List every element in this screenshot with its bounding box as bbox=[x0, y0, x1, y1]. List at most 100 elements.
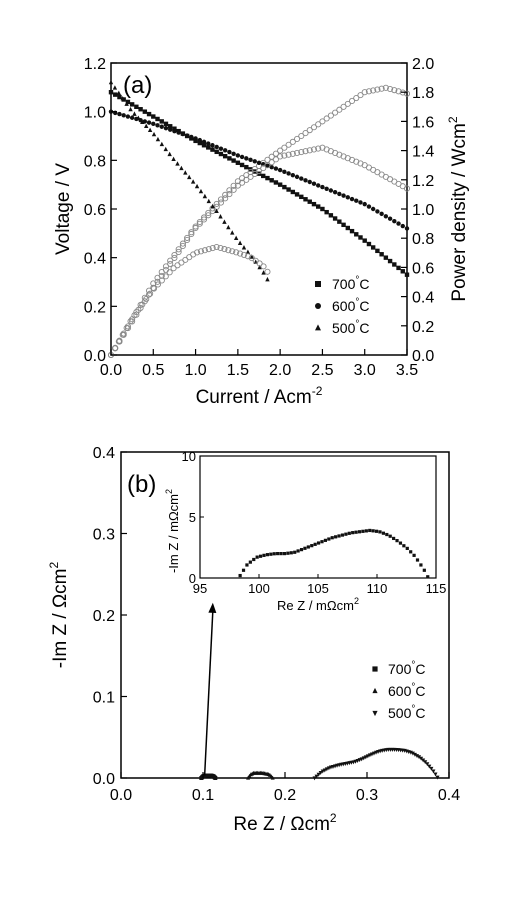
inset-point bbox=[242, 569, 245, 572]
chart-a-y2-tick-label: 0.6 bbox=[412, 260, 434, 277]
chart-a-legend-label-unit: C bbox=[359, 320, 369, 336]
chart-a-y2-tick-label: 0.2 bbox=[412, 319, 434, 336]
chart-a-voltage-point bbox=[375, 209, 379, 213]
chart-b-x-axis-label: Re Z / Ωcm2 bbox=[233, 811, 337, 835]
inset-y-tick-label: 5 bbox=[189, 510, 196, 525]
chart-a-y-tick-label: 0.0 bbox=[84, 348, 106, 365]
chart-a-voltage-point bbox=[176, 130, 180, 134]
chart-a-voltage-point bbox=[392, 262, 396, 266]
chart-a-voltage-point bbox=[231, 152, 235, 156]
chart-a-series-700 bbox=[108, 85, 409, 357]
chart-a-voltage-point bbox=[198, 138, 202, 142]
chart-a-y-tick-label: 0.2 bbox=[84, 299, 106, 316]
inset-x-tick-label: 115 bbox=[426, 581, 447, 596]
chart-a-voltage-point bbox=[358, 235, 362, 239]
chart-a-voltage-point bbox=[164, 122, 168, 126]
chart-a-power-point bbox=[167, 270, 172, 275]
chart-a-voltage-point bbox=[215, 150, 219, 154]
inset-point bbox=[337, 534, 340, 537]
chart-b-legend-label: 500°C bbox=[388, 704, 425, 721]
chart-a-voltage-point bbox=[286, 187, 290, 191]
chart-a-voltage-point bbox=[384, 214, 388, 218]
chart-a-voltage-point bbox=[109, 90, 113, 94]
chart-a-voltage-point bbox=[341, 193, 345, 197]
inset-point bbox=[361, 530, 364, 533]
inset-point bbox=[293, 551, 296, 554]
chart-a-voltage-point bbox=[147, 120, 151, 124]
inset-point bbox=[392, 537, 395, 540]
chart-a-voltage-point bbox=[291, 190, 295, 194]
inset-x-tick-label: 100 bbox=[248, 581, 270, 596]
inset-point bbox=[395, 539, 398, 542]
chart-a-voltage-point bbox=[282, 170, 286, 174]
chart-a-y2-tick-label: 1.2 bbox=[412, 173, 434, 190]
chart-a-voltage-point bbox=[206, 141, 210, 145]
chart-a-voltage-point bbox=[109, 80, 113, 84]
chart-a-y2-tick-label: 0.8 bbox=[412, 231, 434, 248]
chart-a-voltage-point bbox=[337, 219, 341, 223]
chart-a-voltage-point bbox=[219, 146, 223, 150]
chart-a-voltage-point bbox=[130, 116, 134, 120]
chart-a-voltage-point bbox=[244, 156, 248, 160]
chart-b-x-axis-label-text: Re Z / Ωcm bbox=[233, 814, 330, 835]
chart-b-panel-label: (b) bbox=[127, 471, 156, 498]
chart-a-voltage-point bbox=[207, 199, 211, 203]
chart-a-voltage-point bbox=[274, 180, 278, 184]
chart-a-voltage-point bbox=[113, 92, 117, 96]
chart-a-voltage-point bbox=[367, 242, 371, 246]
inset-point bbox=[355, 531, 358, 534]
chart-b-legend-label-unit: C bbox=[415, 705, 425, 721]
chart-a-panel-label: (a) bbox=[123, 72, 152, 99]
inset-point bbox=[303, 547, 306, 550]
inset-point bbox=[368, 529, 371, 532]
chart-a-voltage-point bbox=[189, 135, 193, 139]
inset-y-axis-label-sup: 2 bbox=[164, 489, 174, 494]
chart-b-y-axis-label-text: -Im Z / Ωcm bbox=[50, 569, 71, 669]
inset-point bbox=[348, 532, 351, 535]
chart-a-voltage-point bbox=[354, 199, 358, 203]
chart-a-voltage-point bbox=[240, 155, 244, 159]
chart-a-voltage-point bbox=[371, 245, 375, 249]
chart-a-voltage-point bbox=[282, 185, 286, 189]
inset-point bbox=[416, 558, 419, 561]
chart-a-voltage-point bbox=[303, 178, 307, 182]
chart-a-legend-label: 700°C bbox=[332, 275, 369, 292]
chart-a-voltage-point bbox=[121, 113, 125, 117]
chart-a-voltage-point bbox=[187, 175, 191, 179]
chart-a-voltage-point bbox=[242, 245, 246, 249]
chart-a-legend: 700°C600°C500°C bbox=[315, 275, 369, 336]
chart-a-voltage-point bbox=[128, 107, 132, 111]
chart-a-series-500 bbox=[108, 80, 270, 358]
chart-a-marks bbox=[108, 80, 409, 358]
chart-a-voltage-point bbox=[238, 241, 242, 245]
chart-b-y-tick-label: 0.4 bbox=[93, 445, 115, 462]
chart-b-y-axis-label: -Im Z / Ωcm2 bbox=[47, 562, 71, 669]
chart-b-arrowhead bbox=[208, 603, 216, 613]
inset-y-tick-label: 0 bbox=[189, 571, 196, 586]
inset-point bbox=[259, 555, 262, 558]
chart-b-y-tick-label: 0.1 bbox=[93, 690, 115, 707]
chart-a-voltage-point bbox=[384, 255, 388, 259]
chart-a-x-axis-label-text: Current / Acm bbox=[196, 387, 312, 408]
chart-a-voltage-point bbox=[333, 190, 337, 194]
inset-point bbox=[290, 551, 293, 554]
inset-x-tick-label: 105 bbox=[307, 581, 329, 596]
inset-point bbox=[239, 574, 242, 577]
inset-point bbox=[406, 547, 409, 550]
chart-a-voltage-point bbox=[167, 152, 171, 156]
chart-a-voltage-point bbox=[346, 226, 350, 230]
inset-point bbox=[344, 533, 347, 536]
chart-b-legend-label: 600°C bbox=[388, 682, 425, 699]
chart-a-y-axis-label: Voltage / V bbox=[53, 163, 74, 255]
inset-point bbox=[269, 553, 272, 556]
chart-a-voltage-point bbox=[320, 207, 324, 211]
chart-a-voltage-point bbox=[155, 117, 159, 121]
inset-point bbox=[334, 535, 337, 538]
chart-a-voltage-point bbox=[295, 175, 299, 179]
chart-a-voltage-point bbox=[329, 213, 333, 217]
chart-b-y-tick-label: 0.2 bbox=[93, 608, 115, 625]
chart-a-power-point bbox=[265, 269, 270, 274]
chart-a-voltage-point bbox=[191, 179, 195, 183]
inset-point bbox=[300, 548, 303, 551]
chart-a-voltage-point bbox=[269, 178, 273, 182]
